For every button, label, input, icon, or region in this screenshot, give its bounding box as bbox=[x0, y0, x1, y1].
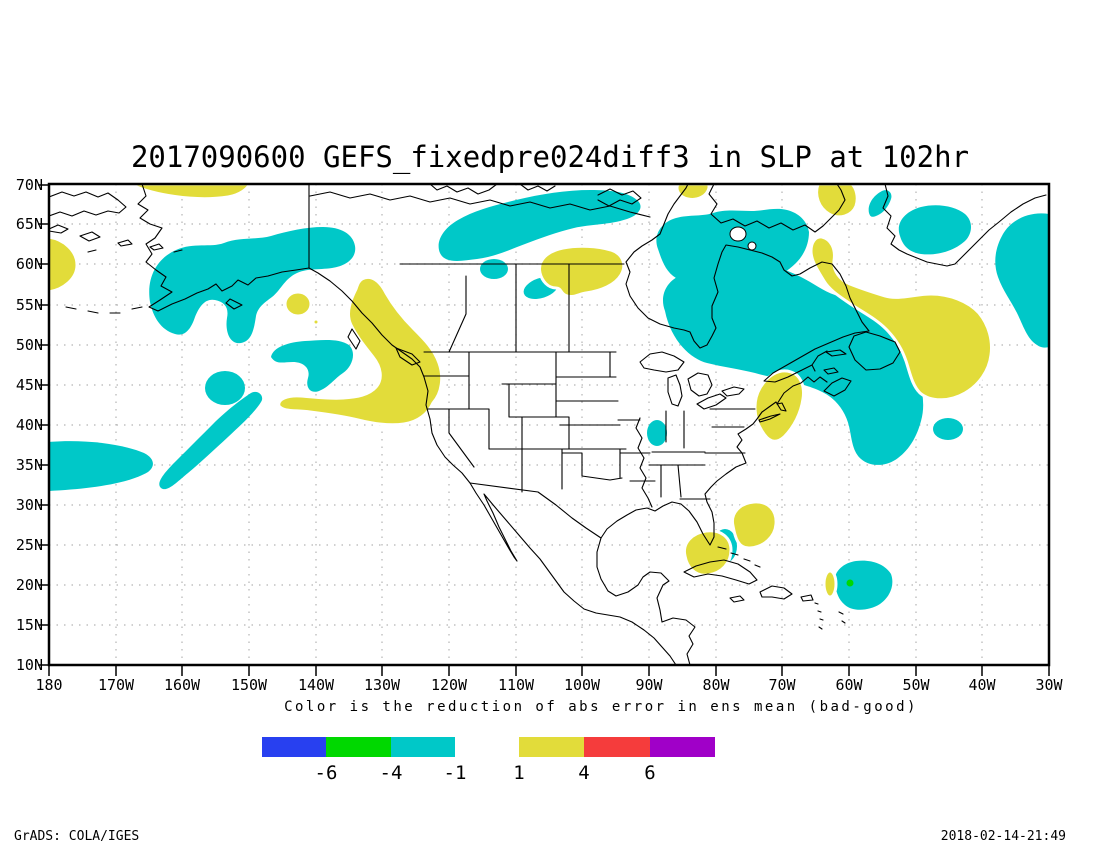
lat-tick-label: 30N bbox=[16, 496, 43, 514]
legend-label: -6 bbox=[315, 762, 338, 784]
axis-ticks bbox=[38, 184, 1050, 676]
lat-tick-label: 60N bbox=[16, 255, 43, 273]
lat-tick-label: 35N bbox=[16, 456, 43, 474]
legend-label: 4 bbox=[578, 762, 589, 784]
lat-axis: 70N 65N 60N 55N 50N 45N 40N 35N 30N 25N … bbox=[16, 176, 43, 674]
lon-tick-label: 140W bbox=[298, 676, 335, 694]
coast-newfoundland bbox=[823, 331, 901, 375]
lon-tick-label: 70W bbox=[768, 676, 796, 694]
legend-label: -1 bbox=[444, 762, 467, 784]
coast-siberia bbox=[49, 191, 183, 253]
colorbar-caption: Color is the reduction of abs error in e… bbox=[284, 699, 918, 715]
lat-tick-label: 20N bbox=[16, 576, 43, 594]
us-state-borders bbox=[423, 351, 756, 508]
aleutian-islands bbox=[65, 298, 243, 314]
lon-tick-label: 60W bbox=[835, 676, 863, 694]
grads-credit: GrADS: COLA/IGES bbox=[14, 829, 140, 844]
legend-label: 6 bbox=[644, 762, 655, 784]
lon-tick-label: 180 bbox=[35, 676, 62, 694]
lon-tick-label: 130W bbox=[364, 676, 401, 694]
great-lakes bbox=[639, 351, 745, 410]
legend-label: -4 bbox=[380, 762, 403, 784]
legend-segment-blue bbox=[262, 737, 326, 757]
coast-greenland bbox=[882, 184, 1047, 267]
legend-positive-bar: 1 4 6 bbox=[513, 737, 715, 784]
coastlines bbox=[49, 184, 1047, 665]
legend-negative-bar: -6 -4 -1 bbox=[262, 737, 466, 784]
coast-baffin bbox=[708, 184, 846, 233]
long-island bbox=[758, 413, 781, 423]
legend-segment-red bbox=[584, 737, 650, 757]
lon-tick-label: 160W bbox=[164, 676, 201, 694]
coast-st-lawrence bbox=[763, 330, 870, 383]
legend-label: 1 bbox=[513, 762, 524, 784]
lat-tick-label: 45N bbox=[16, 376, 43, 394]
lat-tick-label: 25N bbox=[16, 536, 43, 554]
lat-tick-label: 65N bbox=[16, 215, 43, 233]
us-mexico-border bbox=[469, 482, 602, 539]
lon-tick-label: 110W bbox=[498, 676, 535, 694]
lon-tick-label: 100W bbox=[564, 676, 601, 694]
lon-tick-label: 120W bbox=[431, 676, 468, 694]
timestamp: 2018-02-14-21:49 bbox=[940, 829, 1066, 844]
legend-segment-cyan bbox=[391, 737, 455, 757]
canada-borders bbox=[399, 263, 625, 353]
lon-tick-label: 40W bbox=[968, 676, 996, 694]
legend-segment-yellow bbox=[519, 737, 584, 757]
legend-segment-green bbox=[326, 737, 391, 757]
lat-tick-label: 15N bbox=[16, 616, 43, 634]
legend-segment-purple bbox=[650, 737, 715, 757]
caribbean-islands bbox=[683, 546, 846, 630]
lon-axis: 180 170W 160W 150W 140W 130W 120W 110W 1… bbox=[35, 676, 1063, 694]
lat-tick-label: 55N bbox=[16, 296, 43, 314]
lon-tick-label: 50W bbox=[902, 676, 930, 694]
coast-atlantic bbox=[596, 376, 828, 665]
lon-tick-label: 80W bbox=[702, 676, 730, 694]
lat-tick-label: 10N bbox=[16, 656, 43, 674]
lat-tick-label: 70N bbox=[16, 176, 43, 194]
coast-pacific bbox=[137, 184, 677, 665]
lon-tick-label: 90W bbox=[635, 676, 663, 694]
strong-negative-spot bbox=[846, 579, 854, 587]
bc-islands bbox=[347, 328, 421, 366]
coast-arctic bbox=[309, 184, 651, 218]
lat-tick-label: 40N bbox=[16, 416, 43, 434]
lon-tick-label: 150W bbox=[231, 676, 268, 694]
lat-tick-label: 50N bbox=[16, 336, 43, 354]
lon-tick-label: 30W bbox=[1035, 676, 1063, 694]
plot-title: 2017090600 GEFS_fixedpre024diff3 in SLP … bbox=[130, 140, 970, 174]
lon-tick-label: 170W bbox=[98, 676, 135, 694]
island-overlays bbox=[729, 226, 757, 251]
coast-labrador-hudson bbox=[625, 184, 870, 349]
coast-nova-scotia bbox=[823, 377, 852, 397]
